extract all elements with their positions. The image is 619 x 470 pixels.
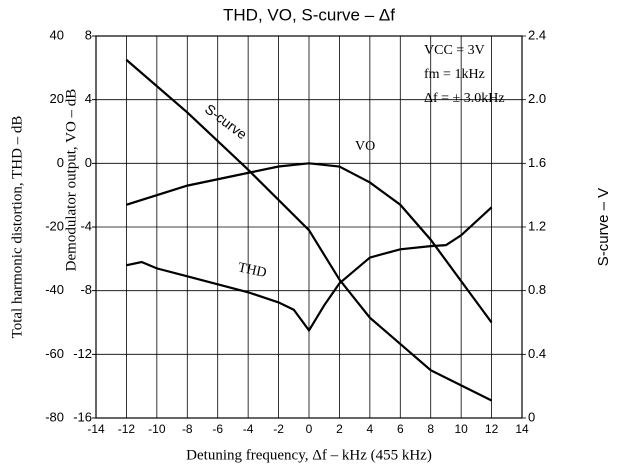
yticks-label: -20 bbox=[45, 218, 64, 233]
y2ticks-label: 1.6 bbox=[528, 155, 546, 170]
y2ticks-label: 1.2 bbox=[528, 218, 546, 233]
x-tick-label: 2 bbox=[336, 422, 343, 436]
note: fm = 1kHz bbox=[424, 67, 485, 82]
x-tick-label: 4 bbox=[367, 422, 374, 436]
x-tick-label: 14 bbox=[515, 422, 529, 436]
chart-title: THD, VO, S-curve – Δf bbox=[223, 5, 395, 24]
y2ticks-label: 0 bbox=[528, 409, 535, 424]
y3ticks-label: 4 bbox=[85, 91, 92, 106]
note: VCC = 3V bbox=[424, 43, 485, 58]
x-tick-label: -12 bbox=[118, 422, 136, 436]
y3ticks-label: 0 bbox=[85, 155, 92, 170]
x-tick-label: -2 bbox=[273, 422, 284, 436]
x-tick-label: 8 bbox=[427, 422, 434, 436]
curve bbox=[125, 59, 493, 402]
note: Δf = ± 3.0kHz bbox=[424, 91, 505, 106]
y3ticks-label: -16 bbox=[73, 409, 92, 424]
y2ticks-label: 0.4 bbox=[528, 346, 546, 361]
y3ticks-label: -8 bbox=[80, 282, 92, 297]
x-axis-label: Detuning frequency, Δf – kHz (455 kHz) bbox=[186, 447, 432, 463]
y2-axis-label: S-curve – V bbox=[595, 188, 612, 266]
y2ticks-label: 2.0 bbox=[528, 91, 546, 106]
thd-label: THD bbox=[236, 260, 267, 281]
x-tick-label: -10 bbox=[148, 422, 166, 436]
x-tick-label: -4 bbox=[243, 422, 254, 436]
y2ticks-label: 2.4 bbox=[528, 27, 546, 42]
x-tick-label: 6 bbox=[397, 422, 404, 436]
y3ticks-label: 8 bbox=[85, 27, 92, 42]
yticks-label: 0 bbox=[57, 155, 64, 170]
vo-label: VO bbox=[355, 139, 375, 154]
x-tick-label: -8 bbox=[182, 422, 193, 436]
x-tick-label: 10 bbox=[454, 422, 468, 436]
yticks-label: 20 bbox=[50, 91, 64, 106]
yticks-label: -60 bbox=[45, 346, 64, 361]
yticks-label: -80 bbox=[45, 409, 64, 424]
x-tick-label: -14 bbox=[87, 422, 105, 436]
x-tick-label: 0 bbox=[306, 422, 313, 436]
yticks-label: -40 bbox=[45, 282, 64, 297]
y3-axis-label: Demodulator output, VO – dB bbox=[63, 89, 79, 272]
curve bbox=[126, 162, 493, 324]
x-tick-label: -6 bbox=[212, 422, 223, 436]
yticks-label: 40 bbox=[50, 27, 64, 42]
y3ticks-label: -4 bbox=[80, 218, 92, 233]
s-curve-label: S-curve bbox=[202, 101, 250, 143]
x-tick-label: 12 bbox=[485, 422, 499, 436]
note-box bbox=[418, 40, 518, 108]
y2ticks-label: 0.8 bbox=[528, 282, 546, 297]
y3ticks-label: -12 bbox=[73, 346, 92, 361]
y-axis-label: Total harmonic distortion, THD – dB bbox=[9, 116, 25, 339]
